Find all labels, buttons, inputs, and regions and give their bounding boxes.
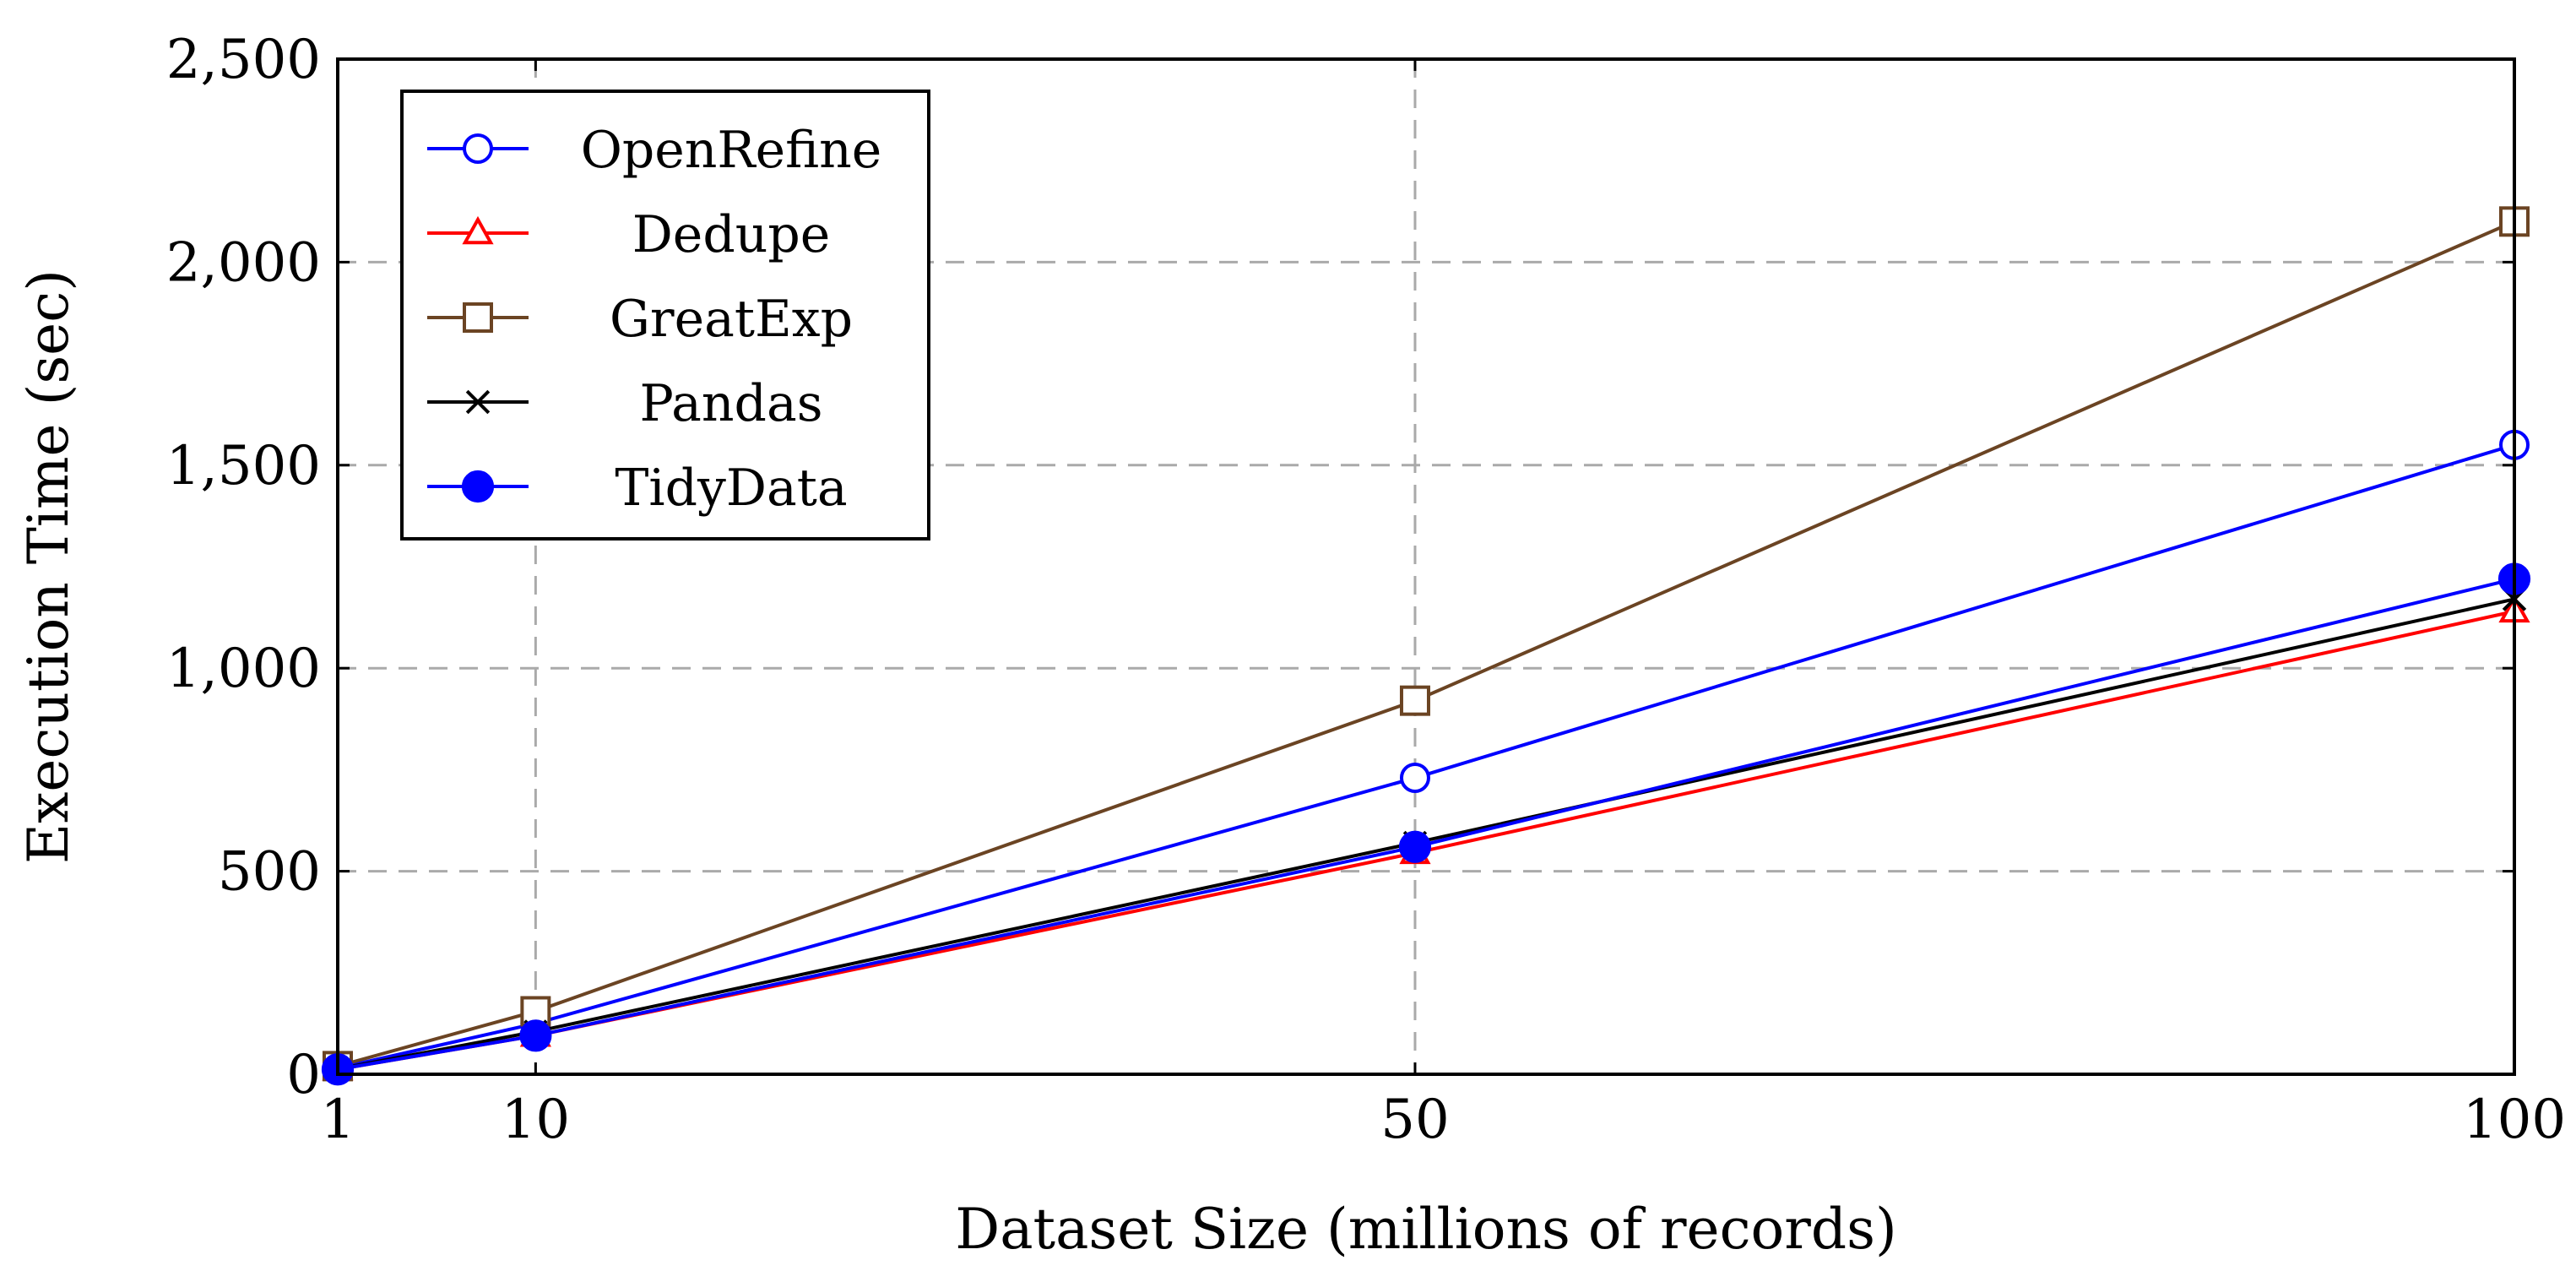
x-marker-stroke — [465, 389, 491, 415]
x-tick-label: 10 — [502, 1089, 570, 1151]
point-marker — [1399, 763, 1430, 794]
x-axis-label: Dataset Size (millions of records) — [955, 1197, 1896, 1262]
legend: OpenRefine Dedupe GreatExp Pandas TidyData — [400, 90, 930, 541]
point-marker — [463, 302, 493, 333]
legend-label: OpenRefine — [581, 121, 882, 180]
legend-item-tidydata: TidyData — [427, 459, 848, 518]
point-marker — [463, 133, 493, 164]
point-marker — [461, 470, 495, 503]
point-marker — [462, 215, 494, 245]
y-axis-label: Execution Time (sec) — [16, 269, 81, 864]
y-tick-label: 2,000 — [166, 231, 321, 294]
y-tick-labels: 0 500 1,000 1,500 2,000 2,500 — [166, 29, 321, 1106]
x-tick-label: 1 — [321, 1089, 355, 1151]
point-marker — [1399, 685, 1430, 716]
series-line-tidydata — [337, 577, 2515, 1072]
point-marker — [465, 389, 491, 415]
legend-item-pandas: Pandas — [427, 374, 823, 433]
legend-label: Pandas — [639, 374, 822, 433]
series-line-pandas — [337, 597, 2515, 1071]
axis-ticks — [336, 57, 2516, 1076]
legend-label: GreatExp — [610, 290, 853, 349]
y-tick-label: 2,500 — [166, 29, 321, 91]
legend-item-greatexp: GreatExp — [427, 290, 853, 349]
x-tick-labels: 1 10 50 100 — [321, 1089, 2566, 1151]
x-tick-label: 100 — [2463, 1089, 2566, 1151]
legend-item-dedupe: Dedupe — [427, 205, 830, 264]
series-line-greatexp — [337, 220, 2515, 1068]
point-marker — [1398, 830, 1432, 863]
y-tick-label: 0 — [286, 1044, 321, 1106]
series-line-openrefine — [337, 443, 2515, 1070]
y-tick-label: 1,000 — [166, 638, 321, 700]
y-tick-label: 1,500 — [166, 435, 321, 497]
plot-frame — [336, 57, 2516, 1076]
legend-label: TidyData — [615, 459, 847, 518]
x-tick-label: 50 — [1380, 1089, 1449, 1151]
y-tick-label: 500 — [218, 841, 321, 904]
legend-label: Dedupe — [632, 205, 831, 264]
legend-item-openrefine: OpenRefine — [427, 121, 881, 180]
point-marker — [519, 1019, 552, 1052]
